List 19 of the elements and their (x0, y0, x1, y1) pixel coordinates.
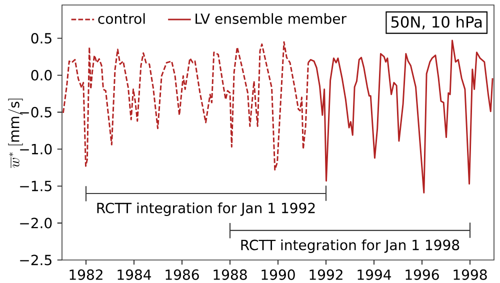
x-tick-label: 1998 (454, 269, 487, 280)
x-tick-label: 1982 (70, 269, 102, 280)
y-tick-label: −2.0 (20, 218, 52, 228)
x-tick-label: 1992 (310, 269, 342, 280)
annotation: RCTT integration for Jan 1 1992 (97, 202, 315, 216)
x-tick-label: 1990 (262, 269, 295, 280)
y-tick-label: −1.5 (20, 180, 52, 192)
y-tick-label: 0.5 (31, 32, 52, 44)
legend-label: LV ensemble member (196, 13, 347, 24)
y-tick-label: −2.5 (20, 254, 52, 266)
annotation: 50N, 10 hPa (391, 16, 482, 30)
annotation: RCTT integration for Jan 1 1998 (241, 239, 460, 253)
x-tick-label: 1996 (406, 269, 439, 280)
y-tick-label: 0.0 (31, 70, 52, 80)
x-tick-label: 1994 (358, 269, 392, 280)
legend-label: control (98, 13, 145, 24)
x-tick-label: 1986 (166, 269, 199, 280)
x-tick-label: 1988 (214, 269, 247, 280)
x-tick-label: 1984 (118, 269, 152, 280)
